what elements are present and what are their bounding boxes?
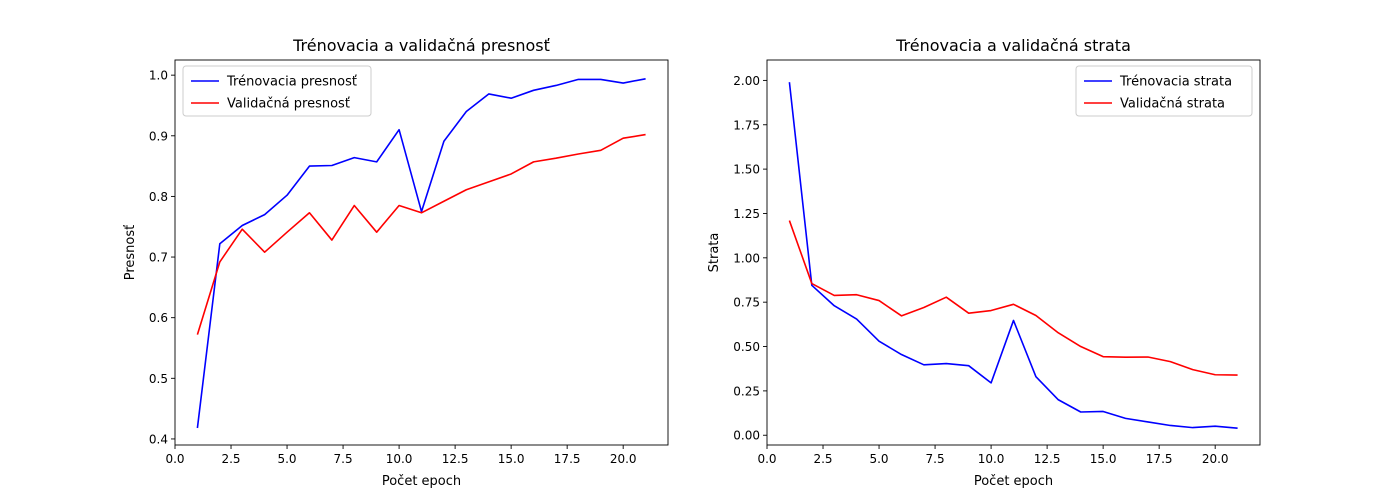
accuracy-y-tick-label: 0.8 — [149, 190, 168, 204]
accuracy-x-tick-label: 12.5 — [442, 452, 469, 466]
accuracy-chart: Trénovacia a validačná presnosť 0.0 2.5 5.0… — [123, 36, 669, 489]
loss-x-tick-label: 7.5 — [926, 452, 945, 466]
loss-y-axis-label: Strata — [707, 233, 722, 273]
loss-chart-title: Trénovacia a validačná strata — [895, 36, 1131, 55]
accuracy-series-line-0 — [196, 78, 646, 429]
accuracy-axes-frame — [174, 59, 669, 446]
accuracy-x-tick-label: 5.0 — [277, 452, 296, 466]
accuracy-x-tick-label: 7.5 — [334, 452, 353, 466]
loss-y-tick-label: 1.00 — [733, 251, 760, 265]
accuracy-x-tick-label: 0.0 — [165, 452, 184, 466]
accuracy-chart-title: Trénovacia a validačná presnosť — [292, 36, 550, 55]
loss-y-tick-label: 1.75 — [733, 118, 760, 132]
accuracy-y-tick-label: 1.0 — [149, 69, 168, 83]
loss-y-tick-label: 0.25 — [733, 384, 760, 398]
accuracy-x-axis-label: Počet epoch — [382, 474, 461, 489]
loss-series-line-0 — [788, 82, 1238, 429]
loss-x-axis-label: Počet epoch — [974, 474, 1053, 489]
loss-x-tick-label: 0.0 — [757, 452, 776, 466]
loss-legend-box — [1075, 65, 1253, 117]
loss-x-tick-label: 12.5 — [1034, 452, 1061, 466]
loss-y-tick-label: 0.50 — [733, 340, 760, 354]
loss-x-tick-label: 5.0 — [869, 452, 888, 466]
loss-chart: Trénovacia a validačná strata 0.0 2.5 5.0 7.… — [707, 36, 1261, 489]
loss-y-tick-label: 1.25 — [733, 207, 760, 221]
loss-series-line-1 — [788, 220, 1238, 376]
loss-y-tick-label: 2.00 — [733, 74, 760, 88]
accuracy-y-tick-label: 0.5 — [149, 372, 168, 386]
loss-legend: Trénovacia strata Validačná strata — [1075, 65, 1253, 117]
accuracy-x-tick-label: 10.0 — [386, 452, 413, 466]
accuracy-x-tick-label: 2.5 — [221, 452, 240, 466]
accuracy-series-line-1 — [196, 133, 646, 335]
accuracy-legend-label-1: Validačná presnosť — [227, 97, 350, 112]
loss-y-tick-label: 0.00 — [733, 429, 760, 443]
accuracy-y-tick-label: 0.9 — [149, 129, 168, 143]
accuracy-legend: Trénovacia presnosť Validačná presnosť — [182, 65, 372, 117]
loss-axes-frame — [766, 59, 1261, 446]
accuracy-y-axis-label: Presnosť — [123, 225, 138, 281]
loss-x-tick-label: 10.0 — [978, 452, 1005, 466]
loss-x-tick-label: 17.5 — [1146, 452, 1173, 466]
loss-y-tick-label: 0.75 — [733, 296, 760, 310]
accuracy-legend-label-0: Trénovacia presnosť — [226, 75, 357, 90]
loss-x-tick-label: 15.0 — [1090, 452, 1117, 466]
loss-x-tick-label: 2.5 — [813, 452, 832, 466]
loss-legend-label-1: Validačná strata — [1120, 97, 1225, 112]
accuracy-x-tick-label: 15.0 — [498, 452, 525, 466]
accuracy-x-tick-label: 20.0 — [610, 452, 637, 466]
loss-y-tick-label: 1.50 — [733, 163, 760, 177]
loss-legend-label-0: Trénovacia strata — [1119, 75, 1232, 90]
accuracy-y-tick-label: 0.6 — [149, 311, 168, 325]
accuracy-y-tick-label: 0.7 — [149, 251, 168, 265]
accuracy-y-tick-label: 0.4 — [149, 432, 168, 446]
accuracy-legend-box — [182, 65, 372, 117]
loss-x-tick-label: 20.0 — [1202, 452, 1229, 466]
accuracy-x-tick-label: 17.5 — [554, 452, 581, 466]
